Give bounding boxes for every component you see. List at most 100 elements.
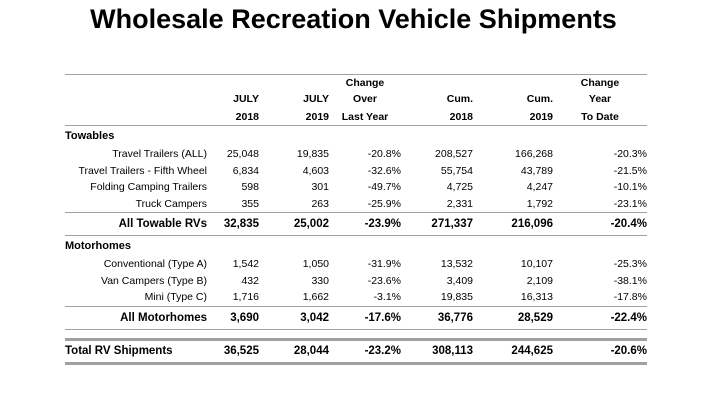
table-cell: -23.2% xyxy=(329,337,401,365)
table-cell: -17.8% xyxy=(553,289,647,307)
section-heading-motorhomes: Motorhomes xyxy=(65,236,647,257)
header-cell: Year xyxy=(588,93,612,105)
subtotal-row-motorhomes: All Motorhomes 3,690 3,042 -17.6% 36,776… xyxy=(65,306,647,330)
table-cell: -25.9% xyxy=(329,195,401,213)
table-cell: -10.1% xyxy=(613,181,647,193)
row-label: Travel Trailers - Fifth Wheel xyxy=(78,164,207,177)
header-cell: Cum. xyxy=(526,93,553,105)
section-heading-towables: Towables xyxy=(65,126,647,147)
table-cell: 6,834 xyxy=(232,164,259,177)
page-title: Wholesale Recreation Vehicle Shipments xyxy=(90,4,617,34)
table-cell: 28,044 xyxy=(259,337,329,365)
table-cell: 36,525 xyxy=(207,337,259,365)
grand-total-row: Total RV Shipments 36,525 28,044 -23.2% … xyxy=(65,337,647,365)
header-cell: JULY xyxy=(303,93,329,105)
table-cell: -23.6% xyxy=(367,274,401,287)
spacer-row xyxy=(65,329,647,339)
table-cell: 208,527 xyxy=(435,148,473,160)
section-label: Towables xyxy=(65,130,115,142)
shipments-table: Change Change JULY JULY Over Cum. Cum. Y… xyxy=(65,74,647,365)
table-cell: -20.3% xyxy=(613,148,647,160)
header-cell: 2018 xyxy=(401,107,473,126)
table-cell: 355 xyxy=(207,195,259,213)
table-row: Mini (Type C) 1,716 1,662 -3.1% 19,835 1… xyxy=(65,289,647,307)
table-cell: 308,113 xyxy=(401,337,473,365)
row-label: Folding Camping Trailers xyxy=(90,181,207,193)
table-cell: -49.7% xyxy=(367,181,401,193)
table-cell: -23.1% xyxy=(553,195,647,213)
header-row: Change Change xyxy=(65,74,647,91)
table-cell: 1,662 xyxy=(259,289,329,307)
table-cell: -17.6% xyxy=(329,306,401,330)
table-cell: 19,835 xyxy=(296,148,329,160)
table-cell: -20.8% xyxy=(367,148,401,160)
table-cell: 19,835 xyxy=(401,289,473,307)
table-row: Conventional (Type A) 1,542 1,050 -31.9%… xyxy=(65,256,647,273)
row-label: All Motorhomes xyxy=(65,306,207,330)
section-label: Motorhomes xyxy=(65,240,131,252)
table-cell: 43,789 xyxy=(520,164,553,177)
table-cell: 4,603 xyxy=(302,164,329,177)
table-cell: -22.4% xyxy=(553,306,647,330)
header-cell: 2019 xyxy=(259,107,329,126)
table-cell: 3,042 xyxy=(259,306,329,330)
header-cell: Change xyxy=(329,74,401,91)
table-cell: 32,835 xyxy=(207,212,259,236)
header-row: JULY JULY Over Cum. Cum. Year xyxy=(65,91,647,107)
header-cell: To Date xyxy=(553,107,647,126)
header-row: 2018 2019 Last Year 2018 2019 To Date xyxy=(65,107,647,126)
header-cell: Over xyxy=(353,93,377,105)
table-cell: -32.6% xyxy=(367,164,401,177)
header-cell: 2018 xyxy=(207,107,259,126)
table-cell: 1,050 xyxy=(302,258,329,270)
table-cell: 1,792 xyxy=(473,195,553,213)
row-label: Total RV Shipments xyxy=(65,337,207,365)
table-cell: -38.1% xyxy=(613,274,647,287)
table-cell: 216,096 xyxy=(473,212,553,236)
table-cell: 166,268 xyxy=(515,148,553,160)
table-cell: 432 xyxy=(241,274,259,287)
row-label: Truck Campers xyxy=(65,195,207,213)
table-row: Folding Camping Trailers 598 301 -49.7% … xyxy=(65,179,647,196)
row-label: Mini (Type C) xyxy=(65,289,207,307)
table-cell: 2,109 xyxy=(526,274,553,287)
table-cell: 598 xyxy=(241,181,259,193)
header-cell: Change xyxy=(553,74,647,91)
table-cell: 10,107 xyxy=(520,258,553,270)
table-row: Van Campers (Type B) 432 330 -23.6% 3,40… xyxy=(65,273,647,290)
table-cell: 4,247 xyxy=(526,181,553,193)
table-cell: -3.1% xyxy=(329,289,401,307)
row-label: Van Campers (Type B) xyxy=(100,274,207,287)
table-row: Truck Campers 355 263 -25.9% 2,331 1,792… xyxy=(65,195,647,213)
table-cell: 3,690 xyxy=(207,306,259,330)
table-cell: 25,002 xyxy=(259,212,329,236)
table-cell: 13,532 xyxy=(440,258,473,270)
table-row: Travel Trailers (ALL) 25,048 19,835 -20.… xyxy=(65,146,647,163)
row-label: All Towable RVs xyxy=(65,212,207,236)
table-cell: -25.3% xyxy=(613,258,647,270)
table-cell: 36,776 xyxy=(401,306,473,330)
table-cell: 244,625 xyxy=(473,337,553,365)
header-cell: Cum. xyxy=(446,93,473,105)
table-cell: 25,048 xyxy=(226,148,259,160)
subtotal-row-towables: All Towable RVs 32,835 25,002 -23.9% 271… xyxy=(65,212,647,236)
header-cell: 2019 xyxy=(473,107,553,126)
table-cell: -20.4% xyxy=(553,212,647,236)
header-cell: JULY xyxy=(233,93,259,105)
header-cell: Last Year xyxy=(329,107,401,126)
table-cell: 301 xyxy=(311,181,329,193)
table-cell: -31.9% xyxy=(367,258,401,270)
table-cell: 330 xyxy=(311,274,329,287)
table-cell: 1,716 xyxy=(207,289,259,307)
table-cell: -21.5% xyxy=(613,164,647,177)
table-cell: 1,542 xyxy=(232,258,259,270)
table-cell: 16,313 xyxy=(473,289,553,307)
table-cell: 3,409 xyxy=(446,274,473,287)
table-cell: -20.6% xyxy=(553,337,647,365)
table-row: Travel Trailers - Fifth Wheel 6,834 4,60… xyxy=(65,163,647,180)
table-cell: 4,725 xyxy=(446,181,473,193)
table-cell: 28,529 xyxy=(473,306,553,330)
table-cell: 263 xyxy=(259,195,329,213)
table-cell: -23.9% xyxy=(329,212,401,236)
table-cell: 271,337 xyxy=(401,212,473,236)
